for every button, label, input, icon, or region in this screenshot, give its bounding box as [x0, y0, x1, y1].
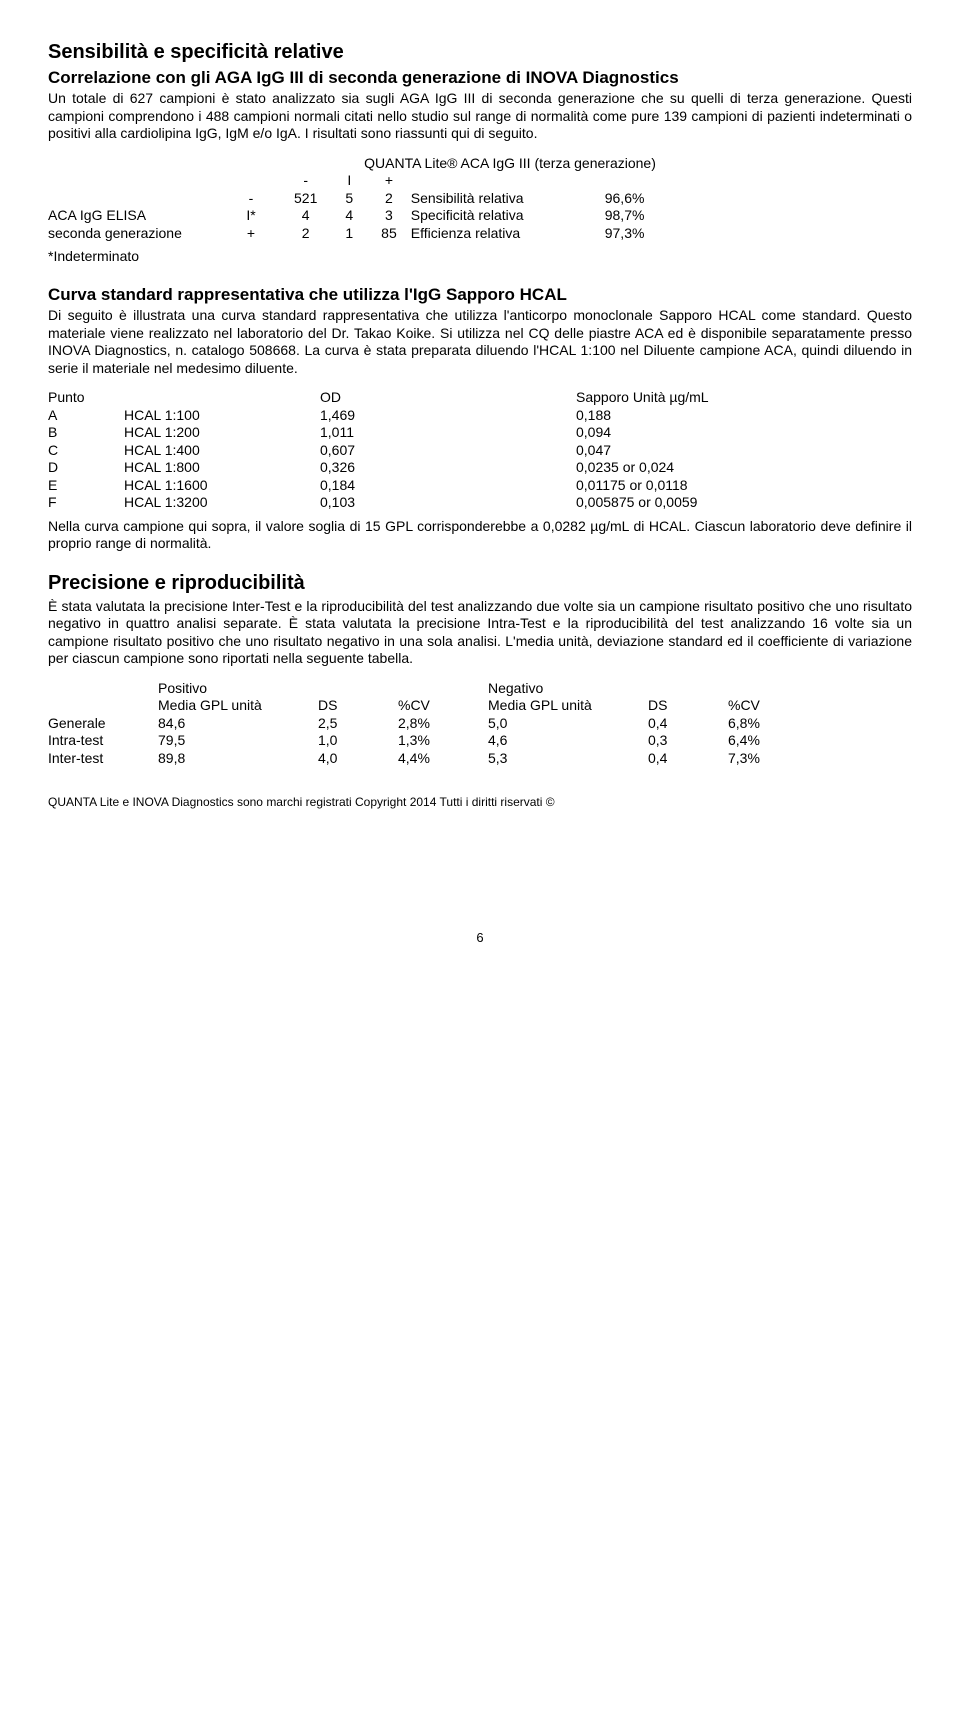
standard-curve-section: Curva standard rappresentativa che utili… [48, 284, 912, 553]
quanta-table-header: QUANTA Lite® ACA IgG III (terza generazi… [48, 155, 912, 173]
table-row: FHCAL 1:32000,1030,005875 or 0,0059 [48, 494, 725, 512]
group-neg: Negativo [488, 680, 648, 698]
col-i: I [331, 172, 367, 190]
precision-section: Precisione e riproducibilità È stata val… [48, 571, 912, 768]
indeterminate-footnote: *Indeterminato [48, 248, 912, 266]
section1-title: Sensibilità e specificità relative [48, 40, 912, 65]
table-row: BHCAL 1:2001,0110,094 [48, 424, 725, 442]
sensitivity-specificity-section: Sensibilità e specificità relative Corre… [48, 40, 912, 266]
header-cv: %CV [728, 697, 798, 715]
section2-para2: Nella curva campione qui sopra, il valor… [48, 518, 912, 553]
table-row: DHCAL 1:8000,3260,0235 or 0,024 [48, 459, 725, 477]
table-row: seconda generazione + 2 1 85 Efficienza … [48, 225, 658, 243]
table-row: Inter-test 89,8 4,0 4,4% 5,3 0,4 7,3% [48, 750, 798, 768]
dilution-table: Punto OD Sapporo Unità µg/mL AHCAL 1:100… [48, 389, 725, 512]
section1-para: Un totale di 627 campioni è stato analiz… [48, 90, 912, 143]
table-row: - 521 5 2 Sensibilità relativa 96,6% [48, 190, 658, 208]
table-row: EHCAL 1:16000,1840,01175 or 0,0118 [48, 477, 725, 495]
table-row: Generale 84,6 2,5 2,8% 5,0 0,4 6,8% [48, 715, 798, 733]
col-minus: - [280, 172, 331, 190]
section3-title: Precisione e riproducibilità [48, 571, 912, 596]
header-units: Sapporo Unità µg/mL [576, 389, 725, 407]
header-od: OD [320, 389, 576, 407]
table-row: CHCAL 1:4000,6070,047 [48, 442, 725, 460]
section2-para: Di seguito è illustrata una curva standa… [48, 307, 912, 377]
col-plus: + [367, 172, 411, 190]
header-ds: DS [318, 697, 398, 715]
section1-subtitle: Correlazione con gli AGA IgG III di seco… [48, 67, 912, 88]
precision-table: Positivo Negativo Media GPL unità DS %CV… [48, 680, 798, 768]
quanta-table: - I + - 521 5 2 Sensibilità relativa 96,… [48, 172, 658, 242]
trademark-footer: QUANTA Lite e INOVA Diagnostics sono mar… [48, 795, 912, 810]
quanta-table-wrapper: QUANTA Lite® ACA IgG III (terza generazi… [48, 155, 912, 243]
table-row: ACA IgG ELISA I* 4 4 3 Specificità relat… [48, 207, 658, 225]
header-cv: %CV [398, 697, 488, 715]
table-row: AHCAL 1:1001,4690,188 [48, 407, 725, 425]
header-media: Media GPL unità [158, 697, 318, 715]
page-number: 6 [48, 930, 912, 946]
group-pos: Positivo [158, 680, 318, 698]
header-ds: DS [648, 697, 728, 715]
header-punto: Punto [48, 389, 124, 407]
section3-para: È stata valutata la precisione Inter-Tes… [48, 598, 912, 668]
header-media: Media GPL unità [488, 697, 648, 715]
section2-title: Curva standard rappresentativa che utili… [48, 284, 912, 305]
table-row: Intra-test 79,5 1,0 1,3% 4,6 0,3 6,4% [48, 732, 798, 750]
